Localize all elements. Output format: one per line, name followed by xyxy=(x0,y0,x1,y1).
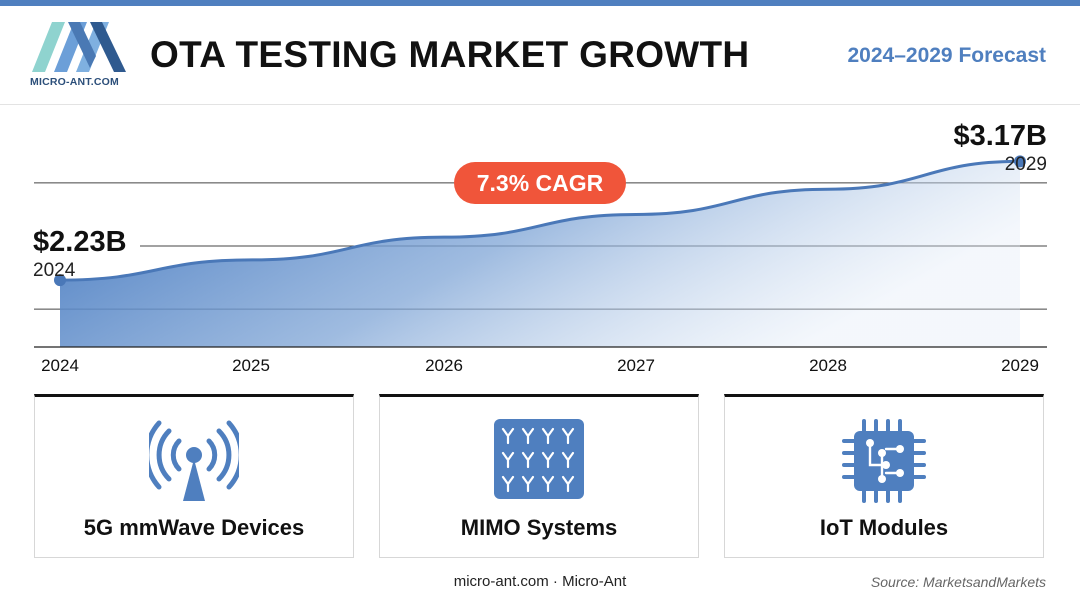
card-label: IoT Modules xyxy=(819,515,949,540)
start-year-label: 2024 xyxy=(33,260,76,281)
card-mimo[interactable]: MIMO Systems xyxy=(379,394,699,558)
logo[interactable]: MICRO-ANT.COM xyxy=(30,22,130,92)
cagr-label: 7.3% CAGR xyxy=(477,170,604,196)
card-label: MIMO Systems xyxy=(460,515,618,540)
top-accent-bar xyxy=(0,0,1080,6)
series-line xyxy=(59,159,1021,282)
end-value-label: $3.17B xyxy=(953,120,1047,152)
cagr-badge: 7.3% CAGR xyxy=(454,162,626,204)
footer-source: Source: MarketsandMarkets xyxy=(870,574,1046,590)
card-5g-mmwave[interactable]: 5G mmWave Devices xyxy=(34,394,354,558)
end-year-label: 2029 xyxy=(1005,154,1047,175)
antenna-array-icon xyxy=(494,419,584,499)
area-fill xyxy=(60,161,1020,347)
card-iot[interactable]: IoT Modules xyxy=(724,394,1044,558)
forecast-range: 2024–2029 Forecast xyxy=(847,44,1047,67)
footer-site[interactable]: micro-ant.com · Micro-Ant xyxy=(453,573,627,590)
x-tick-label: 2028 xyxy=(809,356,847,375)
start-value-label: $2.23B xyxy=(33,226,127,258)
chip-icon xyxy=(842,419,926,503)
x-tick-label: 2027 xyxy=(617,356,655,375)
header: MICRO-ANT.COM OTA TESTING MARKET GROWTH … xyxy=(0,6,1080,105)
antenna-tower-icon xyxy=(149,420,239,501)
x-tick-label: 2026 xyxy=(425,356,463,375)
logo-mark-icon xyxy=(32,22,126,72)
x-tick-label: 2029 xyxy=(1001,356,1039,375)
page-title: OTA TESTING MARKET GROWTH xyxy=(150,34,750,75)
card-label: 5G mmWave Devices xyxy=(83,515,305,540)
logo-text: MICRO-ANT.COM xyxy=(30,76,119,88)
x-tick-label: 2025 xyxy=(232,356,270,375)
data-point-2029 xyxy=(1014,155,1026,168)
data-point-2024 xyxy=(54,274,66,287)
growth-chart: 2024 2025 2026 2027 2028 2029 7.3% CAGR $2.23… xyxy=(33,120,1047,375)
x-tick-label: 2024 xyxy=(41,356,79,375)
